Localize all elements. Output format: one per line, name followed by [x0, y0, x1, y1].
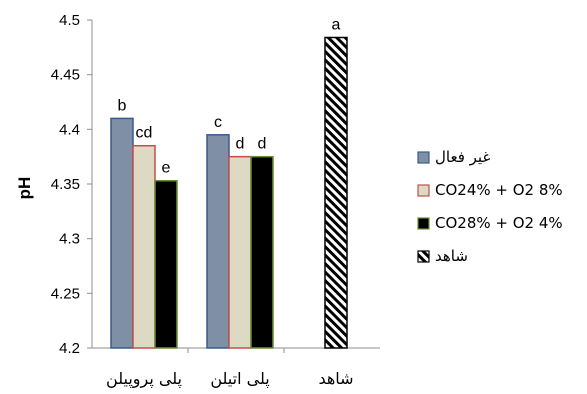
axes: 4.2 4.25 4.3 4.35 4.4 4.45 4.5 pH پلی پروپیلن پلی…: [15, 12, 380, 389]
bar: [132, 144, 156, 349]
data-label: cd: [136, 125, 153, 142]
legend-swatch: [417, 217, 430, 230]
legend-swatch: [417, 184, 430, 197]
y-tick-label: 4.35: [51, 176, 80, 193]
legend-label: CO28% + O2 4%: [435, 214, 563, 232]
y-tick-label: 4.45: [51, 67, 80, 84]
y-tick-label: 4.5: [59, 12, 80, 29]
data-label: d: [236, 136, 245, 153]
legend-swatch: [417, 151, 430, 164]
legend-label: غیر فعال: [435, 148, 490, 166]
y-tick-label: 4.2: [59, 340, 80, 357]
y-tick-label: 4.3: [59, 231, 80, 248]
y-axis-title: pH: [15, 177, 34, 200]
data-label: a: [332, 16, 341, 33]
bar: [110, 117, 134, 349]
bar: [250, 155, 274, 349]
legend-swatch: [417, 250, 430, 263]
data-label: b: [118, 97, 127, 114]
x-category-label: پلی پروپیلن: [106, 369, 182, 389]
x-category-label: پلی اتیلن: [210, 369, 269, 389]
data-label: e: [162, 160, 171, 177]
y-tick-label: 4.4: [59, 121, 80, 138]
bars: [110, 36, 348, 349]
bar: [228, 155, 252, 349]
x-category-label: شاهد: [318, 369, 353, 388]
y-tick-label: 4.25: [51, 285, 80, 302]
data-label: c: [214, 114, 222, 131]
legend-label: شاهد: [435, 247, 468, 265]
legend-label: CO24% + O2 8%: [435, 181, 563, 199]
bar: [206, 134, 230, 349]
legend: غیر فعال CO24% + O2 8% CO28% + O2 4% شاهد: [417, 148, 563, 265]
bar: [324, 36, 348, 349]
bar: [154, 179, 178, 349]
data-label: d: [258, 136, 267, 153]
